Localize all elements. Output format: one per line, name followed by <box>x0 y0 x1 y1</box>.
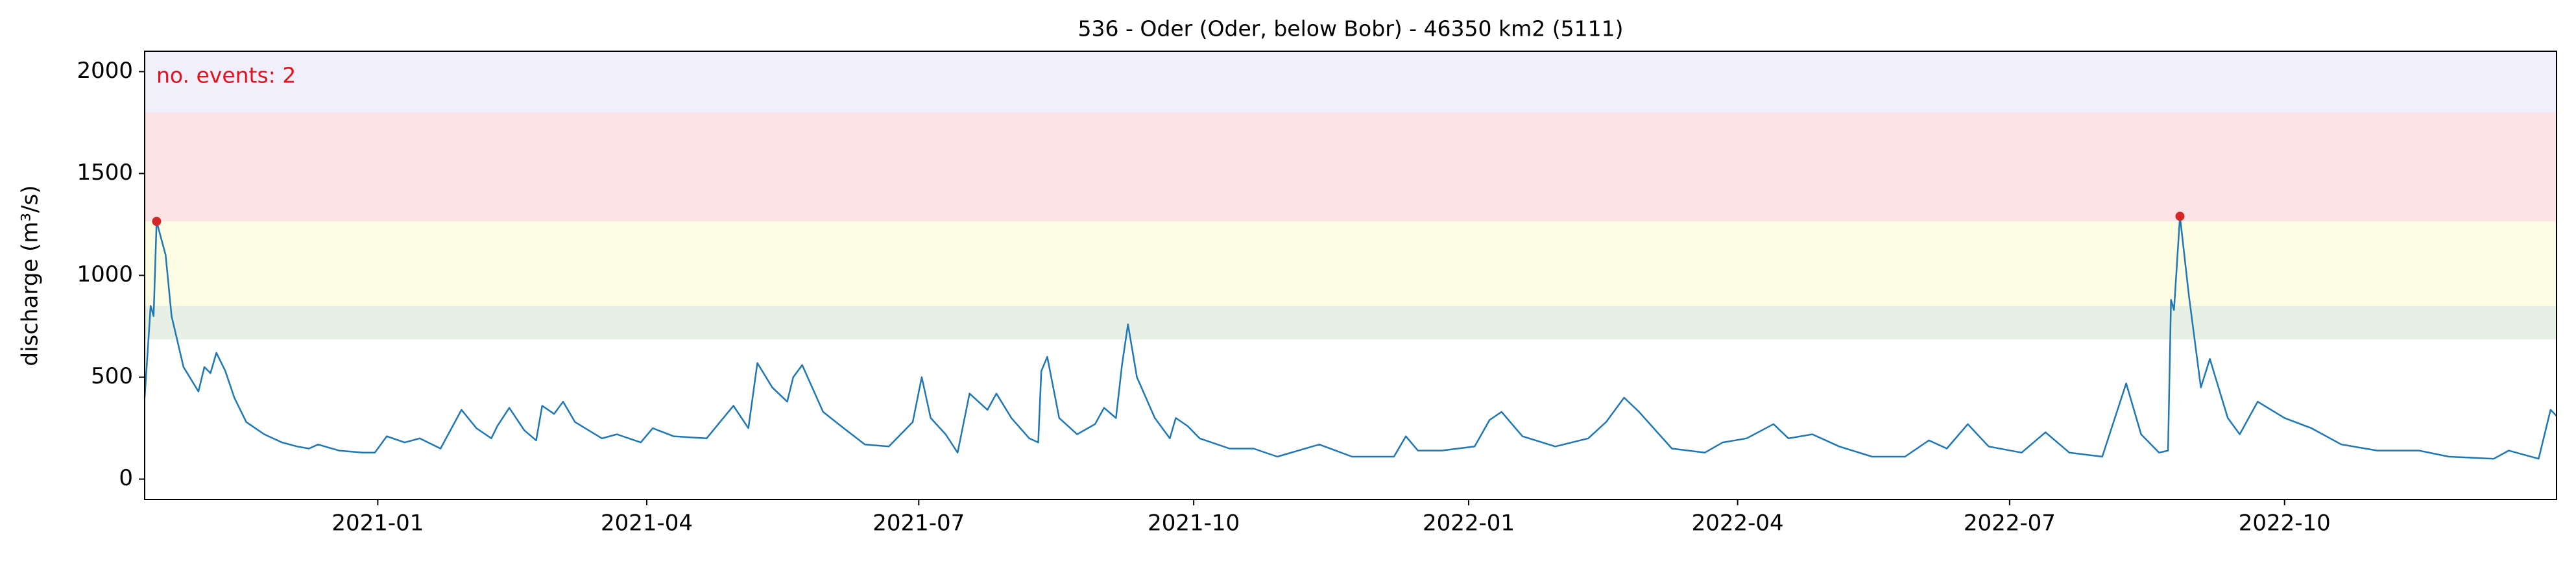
x-tick-label: 2021-10 <box>1148 511 1240 536</box>
x-tick-label: 2022-07 <box>1964 511 2056 536</box>
y-axis-label: discharge (m³/s) <box>18 186 43 367</box>
x-tick-label: 2021-04 <box>601 511 693 536</box>
y-tick-label: 2000 <box>77 58 133 84</box>
events-annotation: no. events: 2 <box>156 63 296 88</box>
threshold-band <box>145 112 2557 222</box>
x-tick-label: 2021-07 <box>873 511 965 536</box>
threshold-band <box>145 51 2557 113</box>
x-tick-label: 2022-10 <box>2239 511 2331 536</box>
event-marker <box>2175 211 2185 221</box>
event-marker <box>152 217 162 226</box>
chart-title: 536 - Oder (Oder, below Bobr) - 46350 km… <box>1078 16 1624 42</box>
threshold-band <box>145 221 2557 306</box>
x-tick-label: 2022-04 <box>1692 511 1784 536</box>
plot-frame <box>144 51 2557 500</box>
discharge-line <box>143 215 2557 460</box>
y-tick-label: 1000 <box>77 261 133 287</box>
x-tick-label: 2021-01 <box>331 511 424 536</box>
y-tick-label: 1500 <box>77 160 133 186</box>
y-tick-label: 0 <box>119 465 133 491</box>
y-tick-label: 500 <box>91 363 133 389</box>
threshold-band <box>145 306 2557 340</box>
x-tick-label: 2022-01 <box>1423 511 1515 536</box>
